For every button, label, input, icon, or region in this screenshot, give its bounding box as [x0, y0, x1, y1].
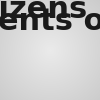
Text: 51590: 51590: [9, 42, 67, 60]
Point: [38, 61, 40, 63]
Text: 39710: 39710: [0, 48, 54, 66]
Text: 42865: 42865: [48, 46, 100, 64]
Text: 39340: 39340: [0, 48, 41, 66]
Text: 80455: 80455: [62, 28, 100, 46]
Text: Permanent Residents of Canada By Year: Permanent Residents of Canada By Year: [0, 8, 100, 36]
Point: [90, 47, 91, 49]
Point: [77, 66, 78, 67]
Point: [13, 68, 14, 69]
Point: [26, 67, 27, 69]
Point: [51, 52, 53, 54]
Text: 85590: 85590: [36, 25, 94, 43]
Text: Indian Citizens Becoming: Indian Citizens Becoming: [0, 0, 100, 24]
Text: 69985: 69985: [22, 33, 80, 51]
Point: [64, 44, 66, 46]
